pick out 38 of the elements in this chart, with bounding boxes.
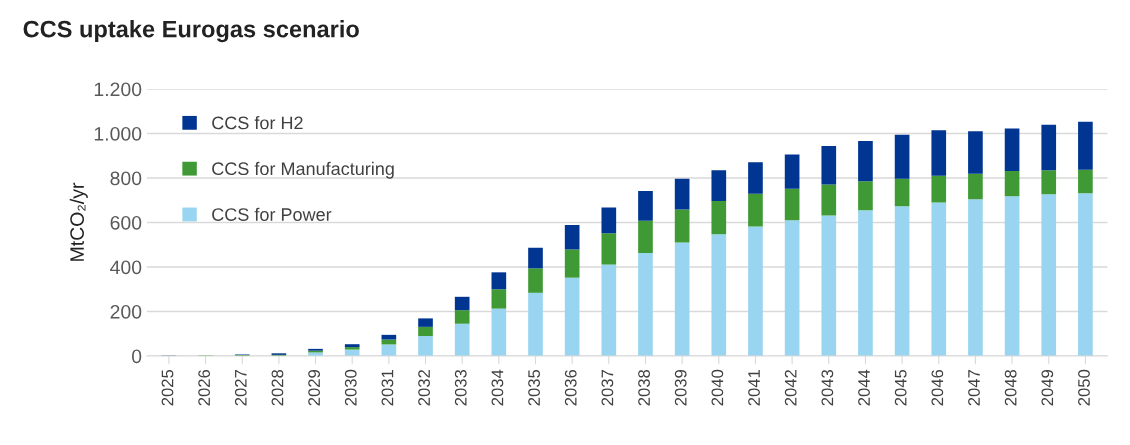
y-tick-label: 1.000 <box>94 126 142 141</box>
x-tick-label: 2036 <box>564 369 577 406</box>
y-tick-label: 1.200 <box>94 82 142 97</box>
x-tick-label: 2048 <box>1004 369 1017 406</box>
x-tick-label: 2030 <box>344 369 357 406</box>
x-tick-label: 2047 <box>968 370 980 406</box>
x-tick-label: 2041 <box>748 370 760 406</box>
legend-label: CCS for Manufacturing <box>212 161 394 179</box>
legend-label: CCS for Power <box>212 207 332 221</box>
x-tick-label: 2029 <box>308 369 321 406</box>
y-tick-label: 600 <box>110 215 142 230</box>
x-tick-label: 2026 <box>198 369 211 406</box>
y-tick-label: 800 <box>110 171 142 186</box>
x-tick-label: 2040 <box>711 369 724 406</box>
y-tick-label: 0 <box>131 349 142 364</box>
x-tick-label: 2045 <box>894 369 907 406</box>
x-tick-label: 2027 <box>234 370 247 406</box>
x-tick-label: 2033 <box>454 369 467 406</box>
x-tick-label: 2035 <box>528 369 540 406</box>
x-tick-label: 2031 <box>381 370 394 406</box>
x-tick-label: 2038 <box>638 369 650 406</box>
x-tick-label: 2034 <box>491 369 504 406</box>
x-tick-label: 2050 <box>1078 369 1090 406</box>
legend-label: CCS for H2 <box>212 116 303 130</box>
x-tick-label: 2043 <box>821 369 834 406</box>
y-tick-label: 400 <box>110 260 142 275</box>
x-tick-label: 2028 <box>271 369 284 406</box>
x-tick-label: 2044 <box>858 369 870 406</box>
x-tick-label: 2025 <box>161 369 174 406</box>
chart-title: CCS uptake Eurogas scenario <box>23 20 359 43</box>
y-axis-title: MtCO₂/yr <box>69 182 88 261</box>
y-tick-label: 200 <box>110 304 142 319</box>
x-tick-label: 2049 <box>1041 369 1054 406</box>
x-tick-label: 2042 <box>784 370 797 406</box>
x-tick-label: 2037 <box>601 370 614 406</box>
x-tick-label: 2046 <box>931 369 944 406</box>
x-tick-label: 2039 <box>674 369 687 406</box>
x-tick-label: 2032 <box>418 370 430 406</box>
